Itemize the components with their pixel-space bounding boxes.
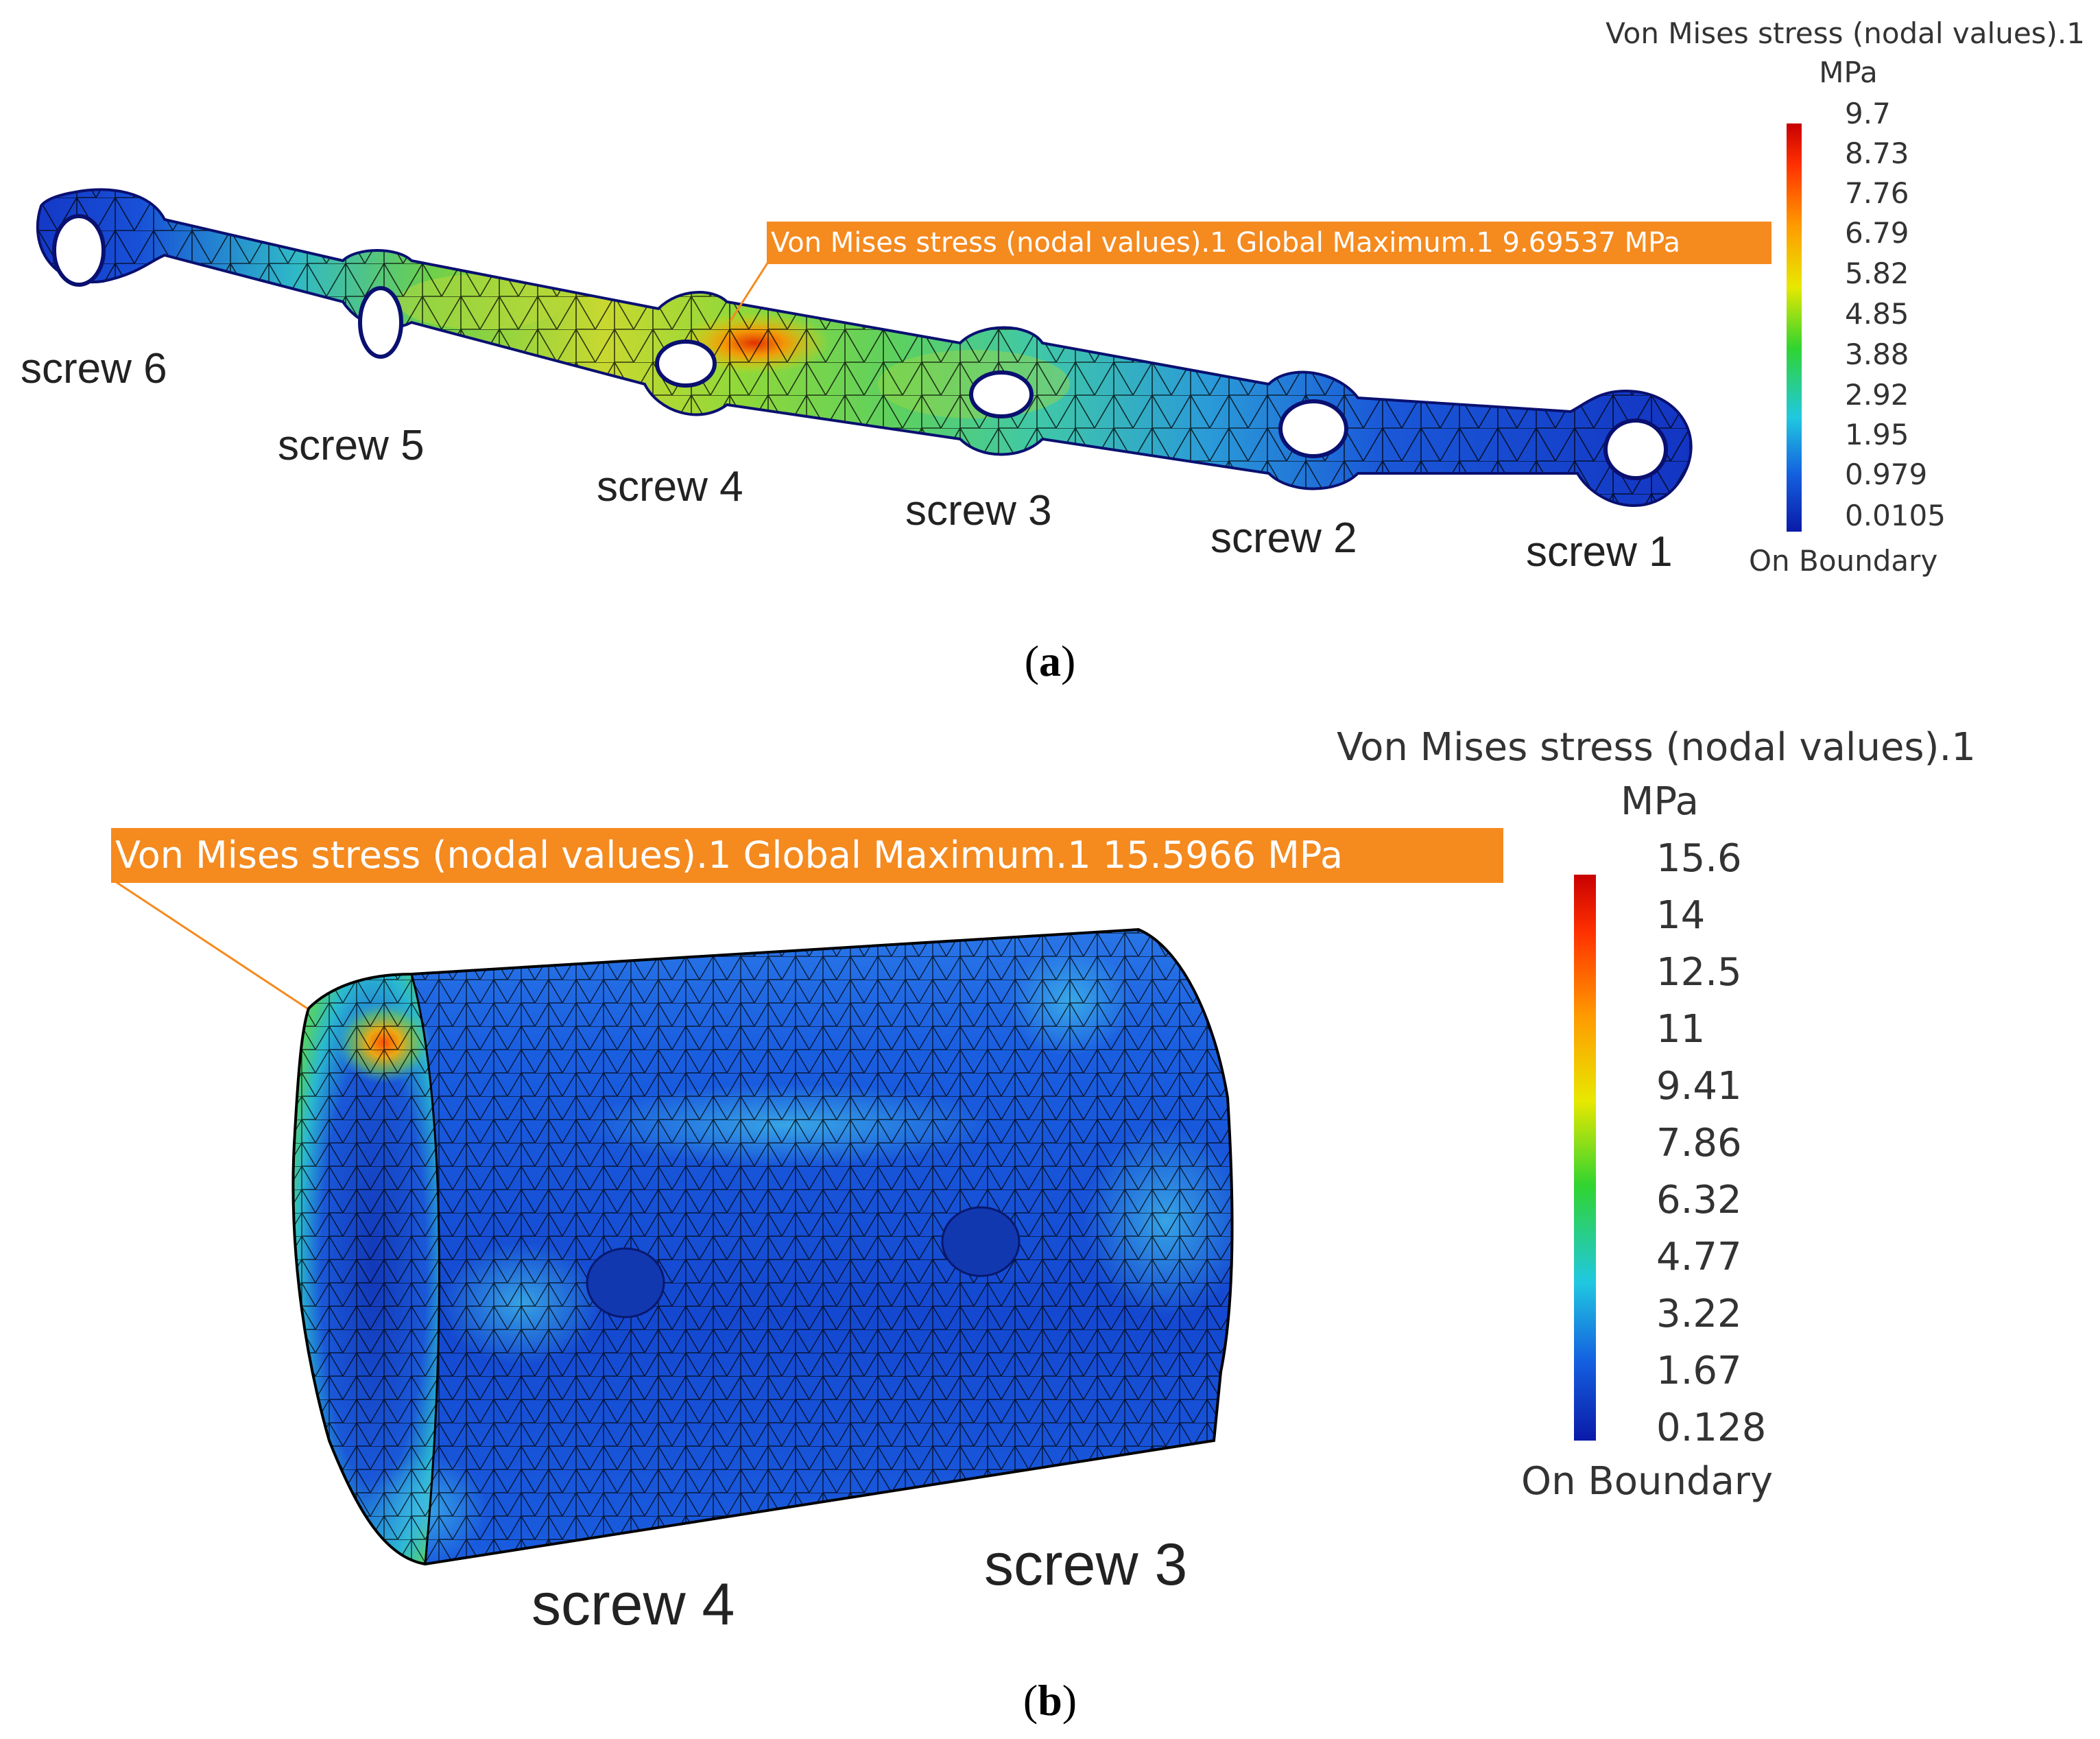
legend-tick-label: 0.979 [1845,458,1927,491]
legend-tick-label: 6.32 [1656,1178,1742,1222]
panel-b: Von Mises stress (nodal values).1 Global… [111,725,1976,1725]
screw-hole [52,214,106,287]
screw-hole [358,286,403,359]
legend-tick-label: 8.73 [1845,137,1909,170]
color-scale-bar [1574,875,1596,1441]
legend-tick-label: 11 [1656,1007,1705,1052]
screw-hole [1603,418,1668,480]
legend-tick-label: 7.76 [1845,176,1909,210]
legend-tick-label: 1.95 [1845,418,1909,451]
max-stress-callout [767,222,1771,264]
legend-tick-label: 6.79 [1845,216,1909,250]
legend-footer: On Boundary [1521,1459,1773,1504]
screw-label: screw 4 [532,1572,735,1637]
legend-footer: On Boundary [1749,544,1937,578]
color-scale-bar [1787,123,1802,532]
legend-unit: MPa [1621,779,1699,824]
screw-label: screw 1 [1526,528,1673,576]
screw-hole [941,1206,1021,1277]
legend-tick-label: 7.86 [1656,1121,1742,1166]
legend-unit: MPa [1819,56,1877,89]
panel-caption: (a) [1025,637,1076,685]
screw-hole [1278,399,1348,458]
max-stress-callout [111,828,1503,883]
max-stress-callout-text: Von Mises stress (nodal values).1 Global… [771,227,1680,259]
callout-leader-line [115,880,308,1010]
screw-hole [969,370,1034,418]
screw-label: screw 2 [1210,514,1357,562]
panel-caption: (b) [1023,1676,1077,1725]
color-scale-legend: Von Mises stress (nodal values).1 MPa 9.… [1606,16,2085,578]
legend-tick-label: 12.5 [1656,950,1742,995]
legend-tick-label: 4.85 [1845,297,1909,331]
screw-label: screw 5 [278,422,425,469]
legend-tick-label: 5.82 [1845,257,1909,290]
legend-tick-label: 3.88 [1845,338,1909,371]
legend-tick-label: 0.0105 [1845,499,1946,532]
screw-label: screw 3 [905,487,1052,534]
legend-tick-label: 15.6 [1656,836,1742,881]
screw-label: screw 3 [984,1532,1187,1598]
legend-tick-label: 4.77 [1656,1235,1742,1279]
max-stress-callout-text: Von Mises stress (nodal values).1 Global… [115,833,1343,877]
panel-a: Von Mises stress (nodal values).1 Global… [21,16,2085,685]
screw-label: screw 6 [21,345,167,392]
callout-leader-line [729,261,769,322]
color-scale-legend: Von Mises stress (nodal values).1 MPa 15… [1337,725,1976,1504]
legend-tick-label: 0.128 [1656,1406,1766,1450]
legend-tick-label: 1.67 [1656,1349,1742,1393]
legend-tick-label: 2.92 [1845,378,1909,412]
legend-tick-label: 9.41 [1656,1064,1742,1109]
screw-label: screw 4 [597,463,743,510]
legend-title: Von Mises stress (nodal values).1 [1337,725,1976,770]
screw-hole [586,1247,665,1318]
screw-hole [655,340,717,388]
legend-tick-label: 3.22 [1656,1292,1742,1336]
bone-block-model [291,927,1234,1566]
legend-title: Von Mises stress (nodal values).1 [1606,16,2085,50]
legend-tick-label: 14 [1656,893,1705,938]
legend-tick-label: 9.7 [1845,97,1891,130]
